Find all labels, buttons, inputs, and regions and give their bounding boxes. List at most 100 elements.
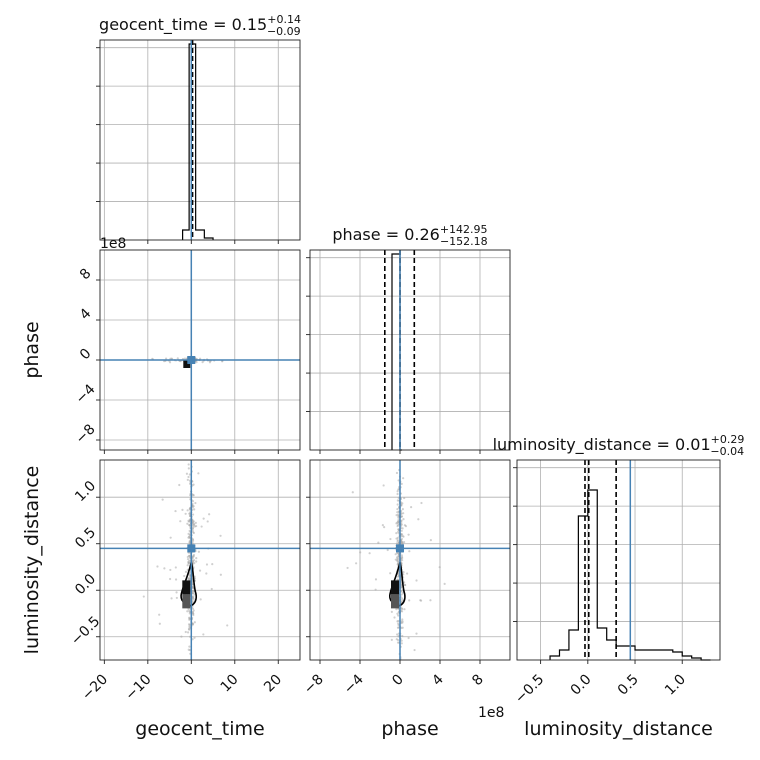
y-tick-label: 0.0 (72, 571, 99, 598)
x-tick-label: 0.5 (615, 672, 642, 699)
sample-point (443, 582, 446, 585)
sample-point (192, 555, 195, 558)
sample-point (181, 508, 184, 511)
sample-point (191, 611, 194, 614)
sample-point (219, 534, 222, 537)
sample-point (408, 550, 411, 553)
sample-point (208, 361, 212, 364)
sample-point (400, 554, 403, 557)
x-tick-label: 0 (389, 672, 407, 690)
sample-point (410, 506, 413, 509)
sample-point (395, 608, 398, 611)
sample-point (205, 563, 209, 566)
sample-point (396, 620, 399, 623)
sample-point (397, 479, 400, 482)
sample-point (403, 524, 407, 527)
x-tick-label: 8 (469, 672, 487, 690)
sample-point (397, 622, 400, 625)
sample-point (402, 518, 405, 521)
sample-point (158, 622, 161, 625)
y-offset-text: 1e8 (100, 236, 126, 252)
density-core (391, 580, 399, 595)
sample-point (186, 558, 190, 561)
sample-point (403, 496, 406, 500)
panel-frame (99, 459, 301, 661)
sample-point (191, 600, 194, 603)
sample-point (191, 499, 195, 503)
sample-point (390, 638, 393, 642)
sample-point (192, 522, 196, 525)
truth-marker (396, 544, 404, 553)
sample-point (394, 553, 397, 556)
x-tick-label: 10 (218, 672, 242, 696)
truth-marker (187, 544, 196, 553)
sample-point (401, 597, 404, 600)
sample-point (417, 518, 420, 521)
sample-point (211, 562, 214, 566)
sample-point (184, 630, 187, 634)
sample-point (382, 484, 385, 487)
sample-point (395, 542, 399, 545)
panel-frame (99, 39, 301, 241)
sample-point (197, 472, 200, 475)
sample-point (406, 572, 409, 575)
y-tick-label: 1.0 (72, 478, 99, 505)
x-axis-label: geocent_time (135, 718, 264, 740)
panel-frame (99, 249, 301, 451)
y-tick-label: 0.5 (72, 525, 99, 552)
x-offset-text: 1e8 (478, 705, 504, 721)
sample-point (169, 536, 172, 539)
y-tick-label: 8 (77, 266, 95, 284)
sample-point (164, 357, 168, 360)
sample-point (193, 577, 197, 580)
sample-point (396, 503, 399, 506)
sample-point (389, 537, 392, 541)
density-contour (180, 562, 197, 607)
sample-point (178, 483, 181, 487)
sample-point (400, 639, 403, 642)
sample-point (396, 508, 399, 511)
y-tick-label: 4 (77, 305, 95, 323)
sample-point (193, 508, 196, 511)
x-axis-label: luminosity_distance (524, 718, 713, 740)
sample-point (192, 613, 195, 617)
sample-point (206, 520, 209, 523)
sample-point (415, 632, 418, 635)
sample-point (400, 529, 403, 532)
sample-point (397, 516, 400, 519)
sample-point (170, 597, 173, 600)
sample-point (193, 562, 196, 565)
sample-point (186, 564, 189, 567)
sample-point (197, 550, 201, 553)
sample-point (187, 463, 190, 466)
sample-point (396, 626, 400, 629)
sample-point (186, 522, 189, 525)
x-tick-label: −10 (122, 672, 154, 704)
sample-point (396, 633, 399, 636)
sample-point (169, 577, 172, 581)
sample-point (174, 578, 178, 581)
panel-frame (309, 459, 511, 661)
sample-point (142, 595, 145, 598)
sample-point (191, 638, 194, 641)
sample-point (396, 524, 400, 527)
sample-point (191, 607, 194, 610)
sample-point (438, 566, 441, 569)
sample-point (401, 634, 404, 638)
sample-point (408, 599, 411, 602)
sample-point (396, 521, 399, 524)
sample-point (386, 548, 389, 552)
y-tick-label: 0 (77, 346, 95, 364)
sample-point (184, 512, 187, 515)
sample-point (400, 642, 403, 645)
sample-point (401, 607, 404, 611)
y-axis-label: phase (21, 321, 43, 378)
sample-point (395, 471, 399, 475)
x-tick-label: 0.0 (568, 672, 595, 699)
sample-point (397, 635, 400, 638)
sample-point (195, 524, 198, 528)
sample-point (200, 525, 203, 528)
title-minus: −0.04 (710, 445, 744, 458)
sample-point (187, 532, 190, 535)
y-tick-label: −4 (73, 381, 99, 407)
